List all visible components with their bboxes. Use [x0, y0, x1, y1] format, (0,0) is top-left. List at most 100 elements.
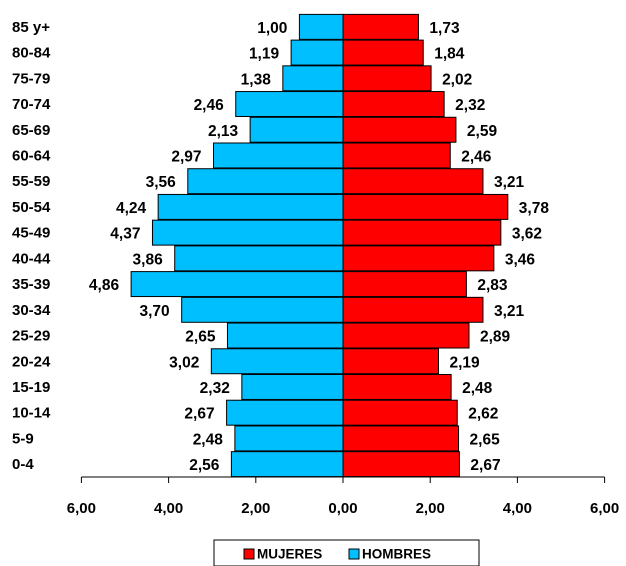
hombres-value-label: 2,48 [193, 431, 224, 448]
hombres-value-label: 3,86 [133, 251, 164, 268]
mujeres-bar [342, 322, 470, 349]
age-group-label: 25-29 [12, 328, 50, 345]
mujeres-value-label: 2,19 [449, 354, 480, 371]
x-tick-label: 4,00 [503, 500, 532, 517]
age-group-label: 10-14 [12, 405, 51, 422]
hombres-bar [210, 348, 344, 375]
age-group-label: 5-9 [12, 430, 34, 447]
hombres-value-label: 2,97 [171, 148, 201, 165]
mujeres-value-label: 1,84 [434, 46, 465, 63]
age-group-label: 75-79 [12, 70, 50, 87]
x-tick-label: 6,00 [67, 500, 96, 517]
hombres-value-label: 2,32 [200, 380, 230, 397]
age-group-label: 70-74 [12, 96, 51, 113]
mujeres-bars [342, 13, 509, 478]
mujeres-value-label: 2,65 [470, 431, 501, 448]
mujeres-bar [342, 348, 439, 375]
hombres-bar [230, 451, 344, 478]
age-group-label: 45-49 [12, 225, 50, 242]
x-tick-label: 2,00 [416, 500, 445, 517]
mujeres-bar [342, 271, 467, 298]
hombres-bar [290, 39, 344, 66]
hombres-bar [151, 219, 344, 246]
x-tick-label: 2,00 [241, 500, 270, 517]
hombres-bar [187, 168, 344, 195]
hombres-value-label: 2,13 [208, 123, 239, 140]
x-tick-label: 6,00 [590, 500, 619, 517]
mujeres-value-label: 3,21 [494, 174, 525, 191]
hombres-value-label: 2,56 [189, 457, 220, 474]
hombres-bar [235, 91, 344, 118]
hombres-value-label: 3,56 [146, 174, 177, 191]
hombres-value-label: 3,02 [169, 354, 199, 371]
age-group-label: 80-84 [12, 45, 51, 62]
mujeres-bar [342, 296, 484, 323]
mujeres-value-label: 2,59 [467, 123, 498, 140]
mujeres-bar [342, 451, 460, 478]
hombres-value-label: 1,38 [241, 71, 272, 88]
hombres-bars [130, 13, 344, 478]
mujeres-value-label: 2,67 [470, 457, 500, 474]
mujeres-bar [342, 245, 495, 272]
age-group-label: 35-39 [12, 276, 50, 293]
hombres-value-label: 4,86 [89, 277, 120, 294]
age-group-label: 15-19 [12, 379, 50, 396]
mujeres-bar [342, 373, 452, 400]
mujeres-value-label: 3,78 [519, 200, 550, 217]
hombres-bar [130, 271, 344, 298]
mujeres-bar [342, 39, 424, 66]
mujeres-bar [342, 13, 419, 40]
mujeres-value-label: 2,48 [462, 380, 493, 397]
x-tick-label: 0,00 [328, 500, 357, 517]
hombres-bar [174, 245, 344, 272]
hombres-bar [226, 399, 344, 426]
legend-label: MUJERES [257, 547, 322, 562]
hombres-bar [226, 322, 344, 349]
mujeres-value-label: 2,46 [461, 148, 492, 165]
mujeres-bar [342, 399, 458, 426]
value-labels: 1,00 1,73 1,19 1,84 1,38 2,02 2,46 2,32 2,13 2,59… [89, 20, 549, 474]
age-group-label: 20-24 [12, 353, 51, 370]
legend-box [213, 539, 480, 566]
legend: MUJERES HOMBRES [213, 539, 480, 566]
mujeres-bar [342, 91, 445, 118]
age-group-label: 50-54 [12, 199, 51, 216]
age-group-label: 55-59 [12, 173, 50, 190]
hombres-bar [181, 296, 344, 323]
mujeres-bar [342, 193, 509, 220]
mujeres-value-label: 2,83 [477, 277, 508, 294]
age-group-label: 60-64 [12, 147, 51, 164]
mujeres-value-label: 3,62 [512, 226, 542, 243]
hombres-bar [213, 142, 344, 169]
hombres-value-label: 4,24 [116, 200, 147, 217]
x-axis: 6,00 4,00 2,00 0,00 2,00 4,00 6,00 [67, 14, 619, 517]
hombres-bar [241, 373, 344, 400]
mujeres-bar [342, 65, 432, 92]
legend-label: HOMBRES [362, 547, 431, 562]
mujeres-bar [342, 116, 457, 143]
hombres-value-label: 2,46 [194, 97, 225, 114]
hombres-bar [282, 65, 344, 92]
hombres-value-label: 2,67 [184, 406, 214, 423]
mujeres-value-label: 3,21 [494, 303, 525, 320]
mujeres-value-label: 1,73 [429, 20, 460, 37]
hombres-value-label: 1,00 [257, 20, 287, 37]
hombres-value-label: 4,37 [110, 226, 140, 243]
mujeres-value-label: 2,89 [480, 329, 511, 346]
hombres-bar [298, 13, 344, 40]
mujeres-bar [342, 425, 460, 452]
mujeres-value-label: 2,02 [442, 71, 472, 88]
age-group-label: 0-4 [12, 456, 34, 473]
age-group-label: 65-69 [12, 122, 50, 139]
hombres-bar [249, 116, 344, 143]
age-group-label: 40-44 [12, 250, 51, 267]
mujeres-bar [342, 219, 502, 246]
legend-swatch [348, 548, 360, 560]
x-tick-label: 4,00 [154, 500, 183, 517]
mujeres-value-label: 2,32 [455, 97, 485, 114]
hombres-bar [234, 425, 344, 452]
hombres-value-label: 1,19 [249, 46, 280, 63]
age-group-label: 85 y+ [12, 19, 50, 36]
hombres-bar [157, 193, 344, 220]
